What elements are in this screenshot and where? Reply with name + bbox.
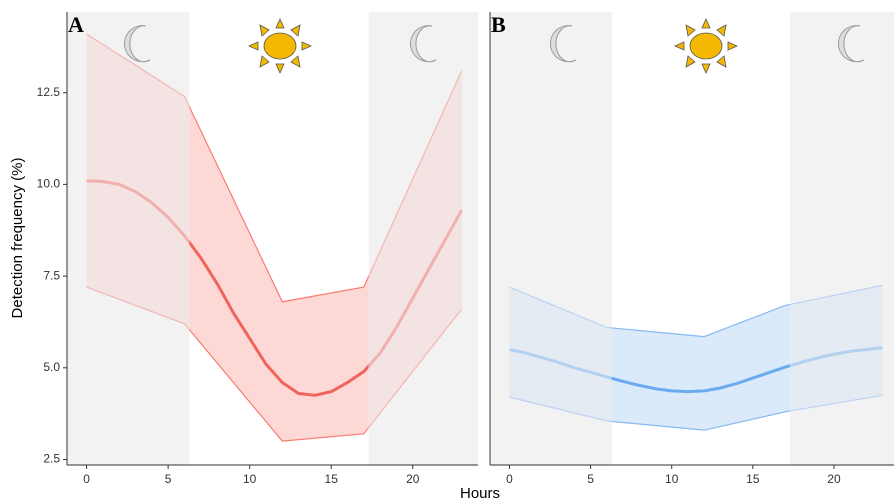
band-upper-edge: [86, 33, 463, 303]
band-lower-edge: [509, 394, 883, 431]
band-lower-edge: [86, 286, 463, 442]
y-tick-label: 10.0: [37, 177, 61, 191]
x-tick-label: 15: [746, 472, 760, 486]
confidence-band: [86, 34, 462, 442]
y-axis-title: Detection frequency (%): [9, 158, 26, 319]
x-tick-label: 20: [406, 472, 420, 486]
moon-icon: [410, 25, 437, 63]
x-tick-label: 0: [506, 472, 513, 486]
y-tick-label: 12.5: [37, 85, 61, 99]
x-tick-label: 15: [325, 472, 339, 486]
x-axis-title: Hours: [460, 485, 500, 502]
panel-label: B: [491, 12, 506, 37]
moon-icon: [838, 25, 865, 63]
x-tick-label: 5: [165, 472, 172, 486]
confidence-band: [509, 285, 883, 431]
y-tick-label: 2.5: [43, 452, 60, 466]
trend-line: [509, 346, 883, 394]
band-upper-edge: [509, 284, 883, 338]
x-tick-label: 10: [665, 472, 679, 486]
sun-icon: [248, 18, 312, 74]
y-tick-label: 5.0: [43, 360, 60, 374]
trend-line: [86, 179, 464, 397]
sun-icon: [674, 18, 738, 74]
x-tick-label: 10: [243, 472, 257, 486]
x-tick-label: 0: [83, 472, 90, 486]
x-tick-label: 5: [587, 472, 594, 486]
moon-icon: [124, 25, 151, 63]
moon-icon: [550, 25, 577, 63]
panel-label: A: [68, 12, 84, 37]
y-tick-label: 7.5: [43, 268, 60, 282]
x-tick-label: 20: [827, 472, 841, 486]
